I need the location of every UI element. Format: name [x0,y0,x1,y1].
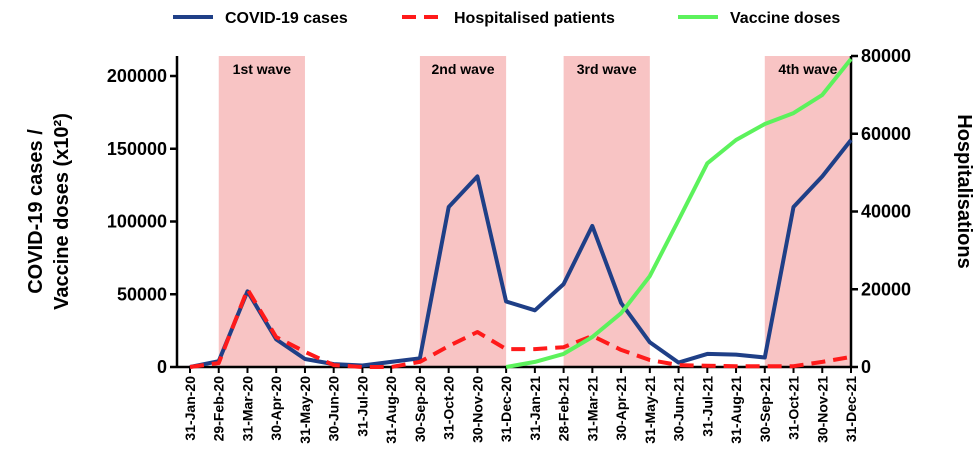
wave-band [764,56,851,367]
x-tick-label: 31-May-20 [297,376,313,444]
x-tick-label: 31-Aug-21 [728,376,744,444]
wave-label: 2nd wave [432,61,495,77]
y-tick-label: 0 [157,357,167,377]
wave-band [563,56,650,367]
y-tick-label: 50000 [117,284,167,304]
series-line [505,57,853,369]
x-tick-label: 31-Jul-20 [354,376,370,437]
x-tick-label: 31-Oct-21 [786,376,802,440]
legend-label: Hospitalised patients [454,10,615,27]
y2-tick-label: 40000 [861,202,911,222]
x-tick-label: 30-Apr-21 [613,376,629,441]
y-axis-title: COVID-19 cases / [25,129,47,294]
x-tick-label: 31-May-21 [642,376,658,444]
x-tick-label: 28-Feb-21 [556,376,572,442]
wave-band [419,56,507,367]
y-tick-label: 100000 [107,212,167,232]
x-tick-label: 31-Jul-21 [699,376,715,437]
x-tick-label: 31-Dec-20 [498,376,514,442]
x-tick-label: 30-Nov-20 [469,376,485,443]
y-axis-title: Vaccine doses (x10²) [51,113,73,310]
y-tick-label: 150000 [107,139,167,159]
y2-tick-label: 60000 [861,124,911,144]
x-tick-label: 30-Apr-20 [268,376,284,441]
x-tick-label: 31-Jan-20 [182,376,198,441]
x-tick-label: 30-Sep-20 [412,376,428,442]
x-tick-label: 30-Jun-20 [326,376,342,442]
y2-axis-title: Hospitalisations [953,114,975,268]
x-tick-label: 31-Jan-21 [527,376,543,441]
wave-label: 4th wave [778,61,837,77]
wave-label: 1st wave [233,61,292,77]
x-tick-label: 31-Aug-20 [383,376,399,444]
legend-label: Vaccine doses [730,10,840,27]
x-tick-label: 30-Sep-21 [757,376,773,442]
y-tick-label: 200000 [107,66,167,86]
y2-tick-label: 80000 [861,46,911,66]
legend-label: COVID-19 cases [225,10,348,27]
wave-label: 3rd wave [577,61,637,77]
x-tick-label: 29-Feb-20 [211,376,227,442]
y2-tick-label: 0 [861,357,871,377]
x-tick-label: 30-Nov-21 [814,376,830,443]
series-line [189,138,853,369]
y2-tick-label: 20000 [861,279,911,299]
wave-band [218,56,305,367]
x-tick-label: 30-Jun-21 [671,376,687,442]
x-tick-label: 31-Mar-20 [239,376,255,442]
series-line [189,287,852,369]
x-tick-label: 31-Dec-21 [843,376,859,442]
x-tick-label: 31-Mar-21 [584,376,600,442]
x-tick-label: 31-Oct-20 [441,376,457,440]
